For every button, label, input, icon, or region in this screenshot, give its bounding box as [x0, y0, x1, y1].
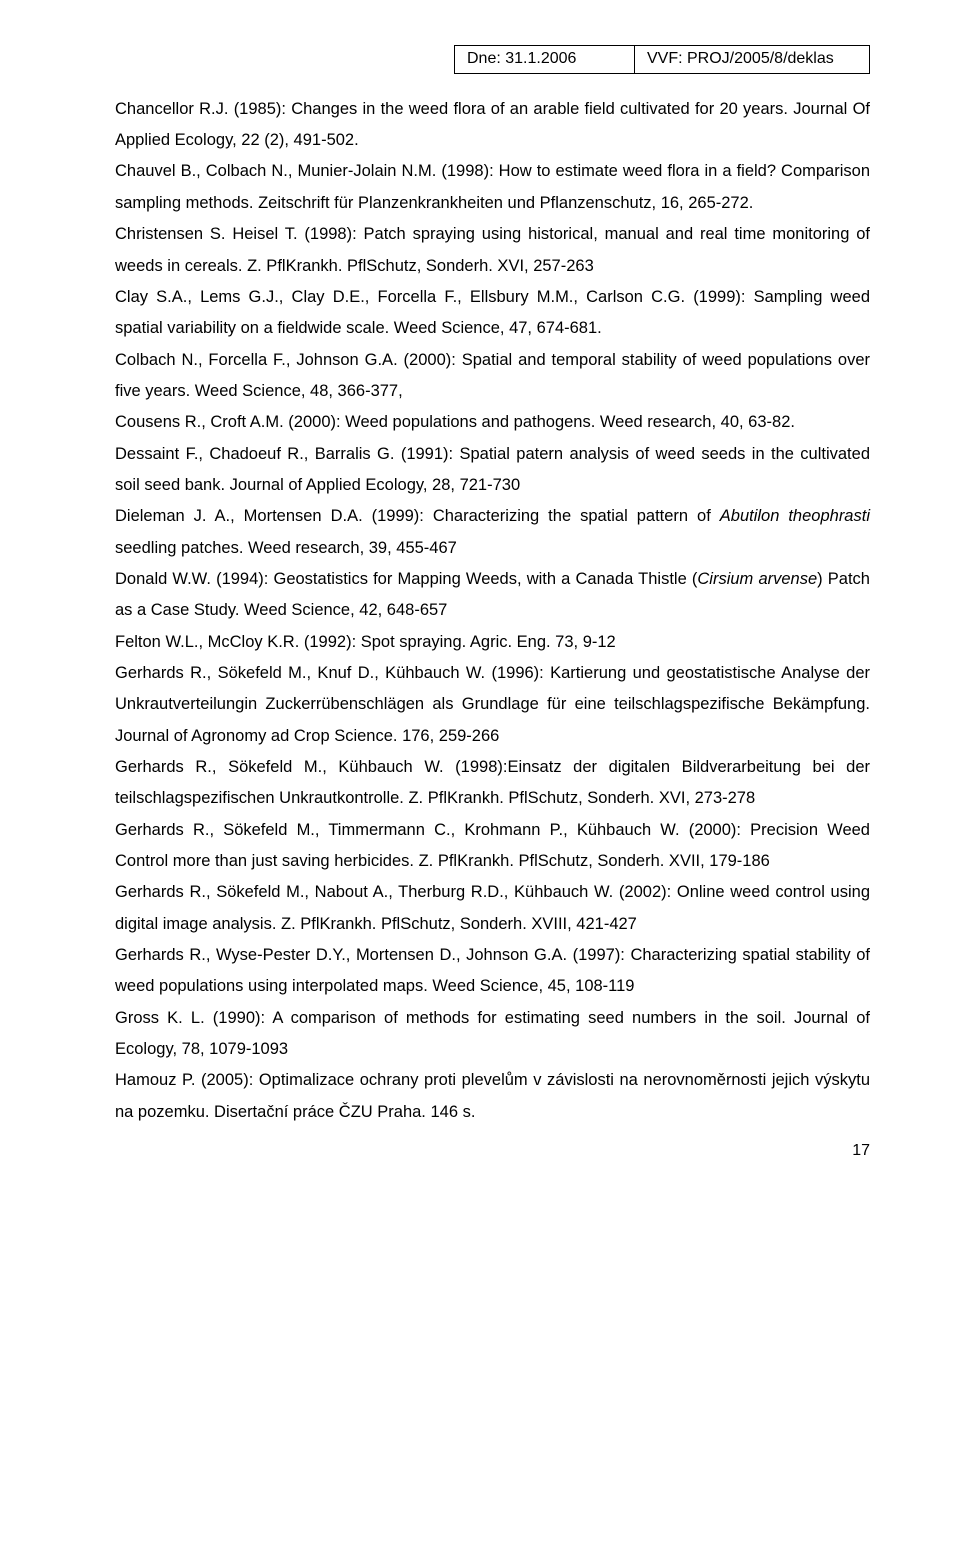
reference-text: seedling patches. Weed research, 39, 455…	[115, 539, 457, 557]
header-table: Dne: 31.1.2006 VVF: PROJ/2005/8/deklas	[454, 45, 870, 74]
reference-entry: Chauvel B., Colbach N., Munier-Jolain N.…	[115, 156, 870, 219]
reference-entry: Gerhards R., Wyse-Pester D.Y., Mortensen…	[115, 940, 870, 1003]
reference-entry: Gerhards R., Sökefeld M., Kühbauch W. (1…	[115, 752, 870, 815]
reference-entry: Gross K. L. (1990): A comparison of meth…	[115, 1003, 870, 1066]
reference-entry: Hamouz P. (2005): Optimalizace ochrany p…	[115, 1065, 870, 1128]
reference-entry: Chancellor R.J. (1985): Changes in the w…	[115, 94, 870, 157]
reference-entry: Donald W.W. (1994): Geostatistics for Ma…	[115, 564, 870, 627]
reference-entry: Cousens R., Croft A.M. (2000): Weed popu…	[115, 407, 870, 438]
reference-entry: Colbach N., Forcella F., Johnson G.A. (2…	[115, 345, 870, 408]
reference-entry: Gerhards R., Sökefeld M., Timmermann C.,…	[115, 815, 870, 878]
header-project-cell: VVF: PROJ/2005/8/deklas	[635, 46, 870, 74]
reference-entry: Dieleman J. A., Mortensen D.A. (1999): C…	[115, 501, 870, 564]
page-number: 17	[115, 1136, 870, 1166]
reference-entry: Gerhards R., Sökefeld M., Knuf D., Kühba…	[115, 658, 870, 752]
species-name: Cirsium arvense	[697, 570, 817, 588]
reference-entry: Clay S.A., Lems G.J., Clay D.E., Forcell…	[115, 282, 870, 345]
reference-entry: Felton W.L., McCloy K.R. (1992): Spot sp…	[115, 627, 870, 658]
reference-text: Donald W.W. (1994): Geostatistics for Ma…	[115, 570, 697, 588]
document-page: Dne: 31.1.2006 VVF: PROJ/2005/8/deklas C…	[0, 0, 960, 1217]
reference-text: Dieleman J. A., Mortensen D.A. (1999): C…	[115, 507, 720, 525]
species-name: Abutilon theophrasti	[720, 507, 870, 525]
header-date-cell: Dne: 31.1.2006	[455, 46, 635, 74]
header-row: Dne: 31.1.2006 VVF: PROJ/2005/8/deklas	[115, 45, 870, 74]
reference-entry: Christensen S. Heisel T. (1998): Patch s…	[115, 219, 870, 282]
reference-entry: Dessaint F., Chadoeuf R., Barralis G. (1…	[115, 439, 870, 502]
reference-entry: Gerhards R., Sökefeld M., Nabout A., The…	[115, 877, 870, 940]
